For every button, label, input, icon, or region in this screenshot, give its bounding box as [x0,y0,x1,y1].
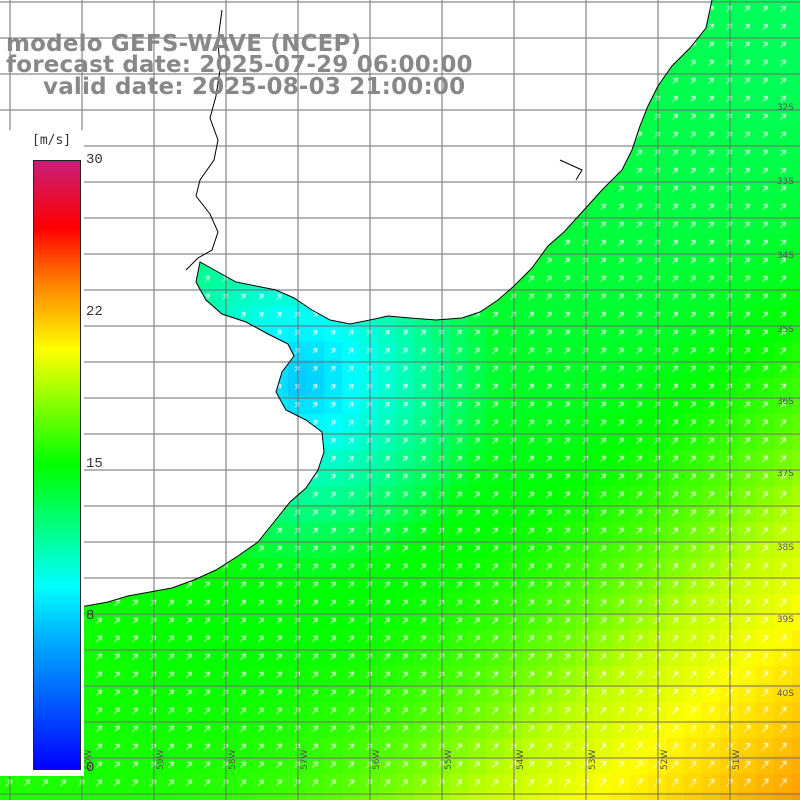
coast-outline [15,0,713,617]
latitude-label: 38S [776,543,794,553]
longitude-label: 59W [156,749,166,770]
latitude-label: 32S [776,103,794,113]
title-valid-date: valid date: 2025-08-03 21:00:00 [43,74,466,100]
colorbar-tick-30: 30 [86,152,103,168]
latitude-label: 35S [776,325,794,335]
colorbar [33,160,81,770]
latitude-label: 33S [776,177,794,187]
longitude-label: 54W [516,749,526,770]
colorbar-tick-0: 0 [86,760,95,776]
lagoon-outline [559,159,583,181]
longitude-label: 51W [732,749,742,770]
title-forecast-date: forecast date: 2025-07-29 06:00:00 [6,52,473,78]
colorbar-tick-8: 8 [86,608,95,624]
latitude-label: 37S [776,469,794,479]
latitude-label: 34S [776,251,794,261]
longitude-label: 58W [228,749,238,770]
colorbar-tick-15: 15 [86,456,103,472]
longitude-label: 53W [588,749,598,770]
latitude-label: 36S [776,397,794,407]
colorbar-tick-22: 22 [86,304,103,320]
title-model: modelo GEFS-WAVE (NCEP) [6,31,362,57]
longitude-label: 55W [444,749,454,770]
border-line [185,9,223,271]
longitude-label: 52W [660,749,670,770]
longitude-label: 57W [300,749,310,770]
colorbar-unit: [m/s] [32,133,72,148]
latitude-label: 39S [776,615,794,625]
latitude-label: 40S [776,689,794,699]
coastline [15,0,713,617]
longitude-label: 56W [372,749,382,770]
